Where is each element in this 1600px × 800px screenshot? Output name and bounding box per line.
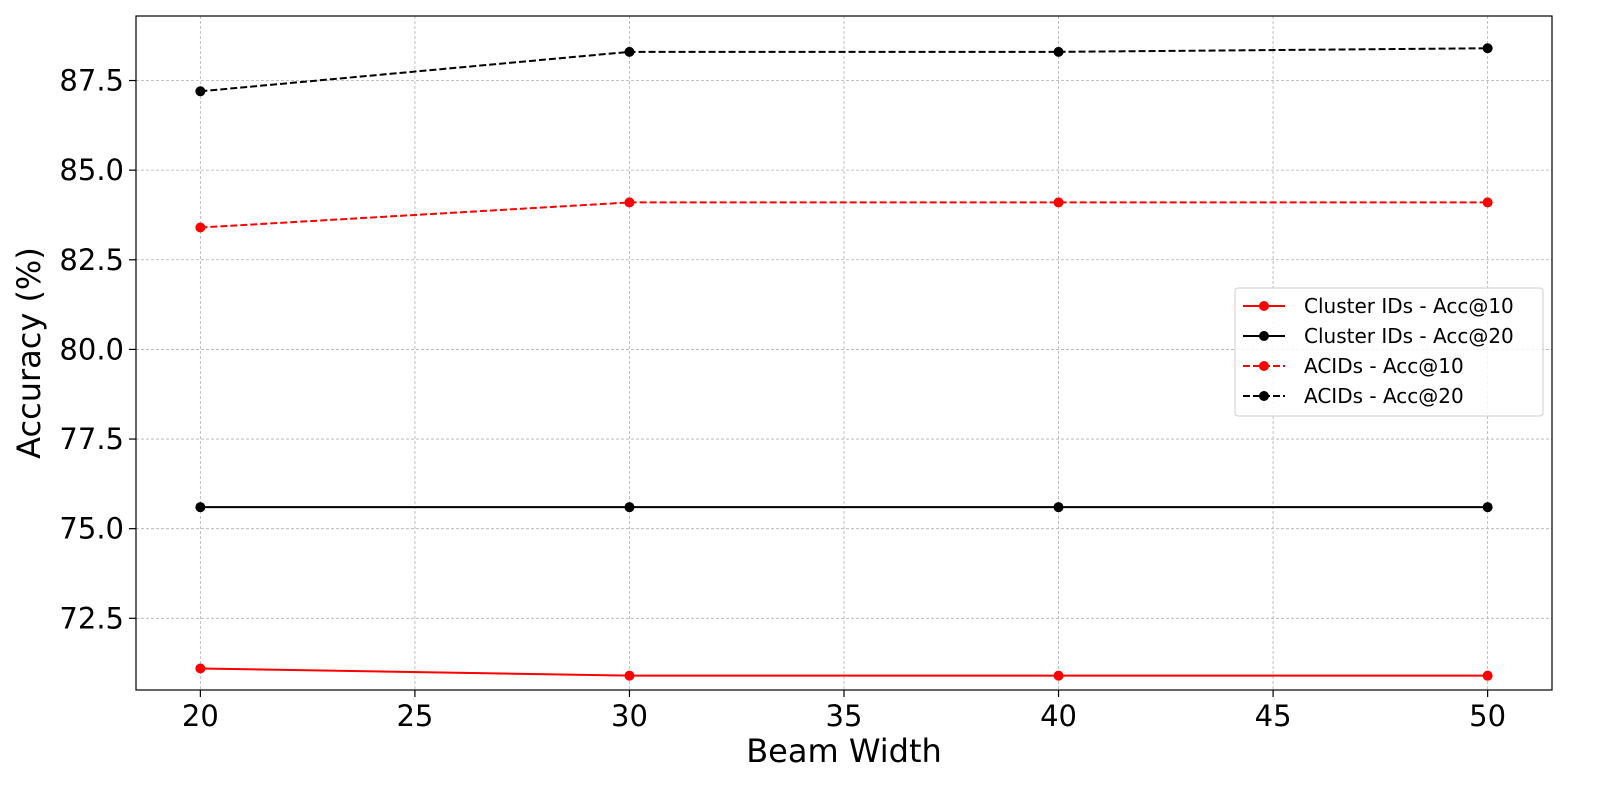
data-point [1482,43,1493,54]
data-point [195,663,206,674]
legend-label: ACIDs - Acc@20 [1304,384,1464,408]
legend-entry: Cluster IDs - Acc@10 [1243,294,1514,318]
data-point [195,502,206,513]
y-tick-label: 72.5 [59,601,124,635]
legend: Cluster IDs - Acc@10 Cluster IDs - Acc@20… [1234,287,1544,417]
data-point [1053,670,1064,681]
data-point [1053,502,1064,513]
series-acids-acc-20 [195,43,1493,97]
legend-label: ACIDs - Acc@10 [1304,354,1464,378]
legend-box [1234,287,1544,417]
y-tick-label: 87.5 [59,64,124,98]
legend-marker [1259,391,1269,401]
data-point [624,502,635,513]
x-tick-label: 35 [826,699,863,733]
x-tick-label: 20 [182,699,219,733]
legend-label: Cluster IDs - Acc@10 [1304,294,1514,318]
legend-entry: Cluster IDs - Acc@20 [1243,324,1514,348]
x-tick-label: 25 [396,699,433,733]
x-axis: 20 25 30 35 40 45 50 [182,690,1506,733]
x-tick-label: 40 [1040,699,1077,733]
series-line [200,47,1488,93]
legend-entry: ACIDs - Acc@20 [1243,384,1464,408]
data-point [1482,197,1493,208]
legend-entry: ACIDs - Acc@10 [1243,354,1464,378]
legend-marker [1259,361,1269,371]
legend-marker [1259,331,1269,341]
y-axis: 72.5 75.0 77.5 80.0 82.5 85.0 87.5 [59,64,136,635]
data-point [1053,46,1064,57]
series-acids-acc-10 [195,197,1493,233]
data-point [195,86,206,97]
series-line [200,201,1488,229]
x-tick-label: 45 [1255,699,1292,733]
data-point [624,670,635,681]
x-axis-label: Beam Width [746,732,942,770]
x-tick-label: 50 [1469,699,1506,733]
data-point [624,197,635,208]
data-point [1482,502,1493,513]
y-tick-label: 85.0 [59,153,124,187]
series-cluster-ids-acc-10 [195,663,1493,681]
series-line [200,667,1488,677]
series-cluster-ids-acc-20 [195,502,1493,513]
y-tick-label: 77.5 [59,422,124,456]
data-point [1482,670,1493,681]
data-point [624,46,635,57]
legend-label: Cluster IDs - Acc@20 [1304,324,1514,348]
legend-marker [1259,301,1269,311]
y-tick-label: 75.0 [59,512,124,546]
data-point [1053,197,1064,208]
y-tick-label: 82.5 [59,243,124,277]
y-axis-label: Accuracy (%) [10,247,48,459]
data-point [195,222,206,233]
x-tick-label: 30 [611,699,648,733]
series-layer [195,43,1493,681]
y-tick-label: 80.0 [59,332,124,366]
